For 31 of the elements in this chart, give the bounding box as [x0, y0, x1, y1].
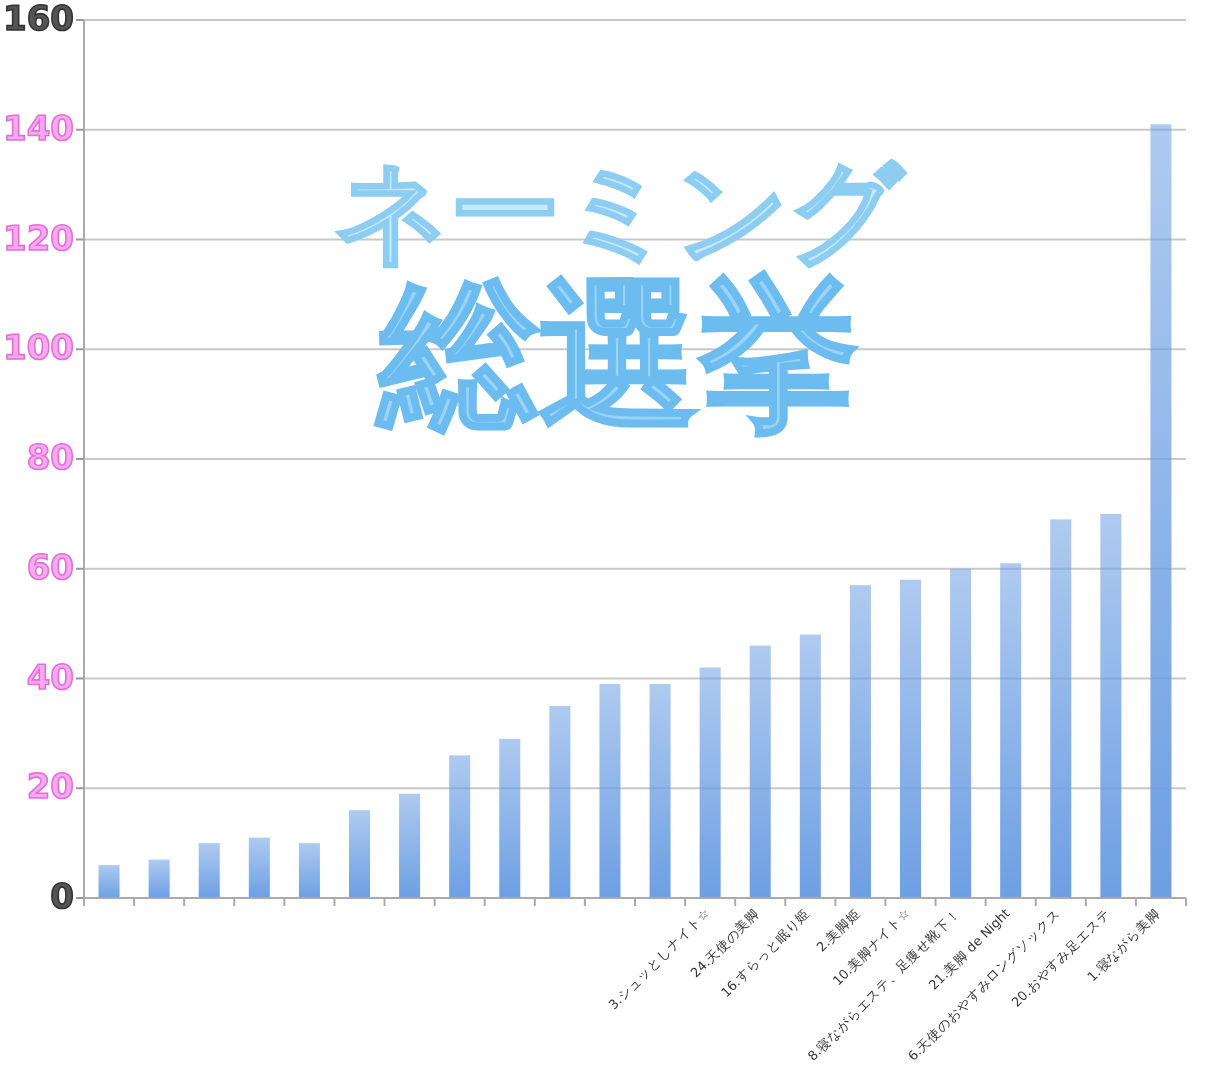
bar [599, 683, 621, 898]
y-tick-label: 80 [26, 439, 75, 479]
bar [198, 843, 220, 898]
bar [298, 843, 320, 898]
bar [899, 579, 922, 898]
y-tick-label: 120 [3, 219, 75, 260]
bar [849, 585, 871, 898]
bar [399, 793, 421, 898]
y-tick-label: 40 [26, 658, 75, 699]
bar [799, 634, 821, 898]
bar [1050, 519, 1072, 898]
bar [348, 810, 371, 898]
bar [1150, 124, 1172, 898]
y-tick-label: 140 [3, 109, 75, 150]
y-tick-label: 100 [3, 329, 75, 370]
bar [449, 755, 471, 898]
bar [699, 667, 721, 898]
bar [649, 683, 671, 898]
bar [148, 859, 170, 898]
bar [98, 865, 120, 898]
y-tick-label: 160 [3, 0, 75, 40]
y-tick-label: 0 [50, 878, 75, 918]
bar [950, 568, 972, 898]
bar [248, 837, 270, 898]
bar [749, 645, 771, 898]
bar [1000, 563, 1022, 898]
y-tick-label: 20 [26, 768, 75, 809]
bar [549, 705, 571, 898]
y-tick-label: 60 [26, 548, 75, 589]
bar [1100, 513, 1122, 898]
bar [499, 738, 521, 898]
